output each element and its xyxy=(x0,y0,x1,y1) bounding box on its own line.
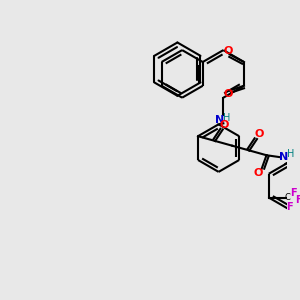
Text: O: O xyxy=(223,89,232,99)
Text: O: O xyxy=(253,168,262,178)
Text: O: O xyxy=(220,120,229,130)
Text: N: N xyxy=(215,115,224,124)
Text: F: F xyxy=(295,195,300,206)
Text: O: O xyxy=(223,46,232,56)
Text: N: N xyxy=(279,152,288,162)
Text: F: F xyxy=(286,202,293,212)
Text: C: C xyxy=(285,193,291,202)
Text: H: H xyxy=(224,113,231,123)
Text: F: F xyxy=(290,188,297,198)
Text: O: O xyxy=(254,129,264,139)
Text: H: H xyxy=(286,149,294,159)
